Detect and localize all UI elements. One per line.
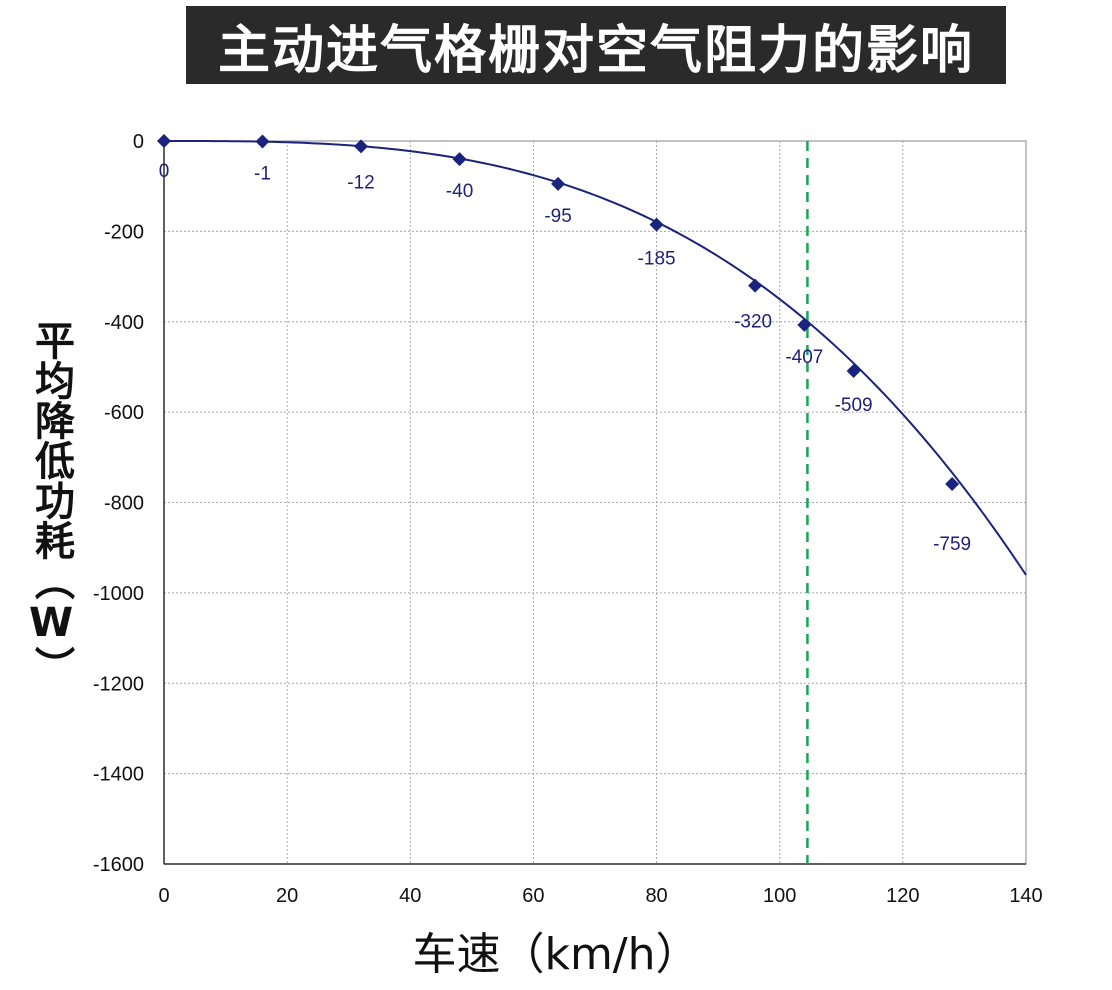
x-tick-label: 20 [276,885,298,907]
data-label: -40 [446,181,473,202]
series-line [164,140,1027,576]
x-tick-label: 100 [763,885,796,907]
y-tick-label: -1000 [93,583,144,605]
y-tick-label: -1200 [93,673,144,695]
y-tick-label: -400 [104,312,144,334]
y-axis-label: 平均降低功耗（W） [28,320,74,686]
data-point-marker [452,152,467,167]
y-tick-label: -800 [104,493,144,515]
y-tick-label: 0 [133,131,144,153]
data-label: -95 [544,206,571,227]
data-point-marker [255,134,270,149]
data-label: -509 [835,395,873,416]
chart-title: 主动进气格栅对空气阻力的影响 [217,20,974,81]
data-point-marker [797,317,812,332]
x-tick-label: 0 [158,885,169,907]
data-label: -1 [254,163,271,184]
data-point-marker [354,139,369,154]
data-point-marker [846,364,861,379]
data-point-marker [551,176,566,191]
chart-title-box: 主动进气格栅对空气阻力的影响 [186,6,1006,84]
data-label: -320 [734,312,772,333]
y-tick-label: -1600 [93,854,144,876]
data-point-marker [748,278,763,293]
data-label: 0 [159,161,170,182]
x-tick-label: 60 [522,885,544,907]
x-tick-label: 120 [886,885,919,907]
data-label: -759 [933,534,971,555]
data-label: -185 [638,249,676,270]
data-label: -407 [785,347,823,368]
y-tick-label: -600 [104,402,144,424]
data-point-marker [649,217,664,232]
plot-area [163,140,1027,865]
data-point-marker [157,134,171,148]
data-point-marker [945,476,960,491]
x-tick-label: 140 [1009,885,1042,907]
x-tick-label: 40 [399,885,421,907]
x-tick-label: 80 [645,885,667,907]
y-tick-label: -200 [104,221,144,243]
y-tick-label: -1400 [93,764,144,786]
x-axis-label: 车速（km/h） [412,929,700,980]
data-label: -12 [347,172,374,193]
